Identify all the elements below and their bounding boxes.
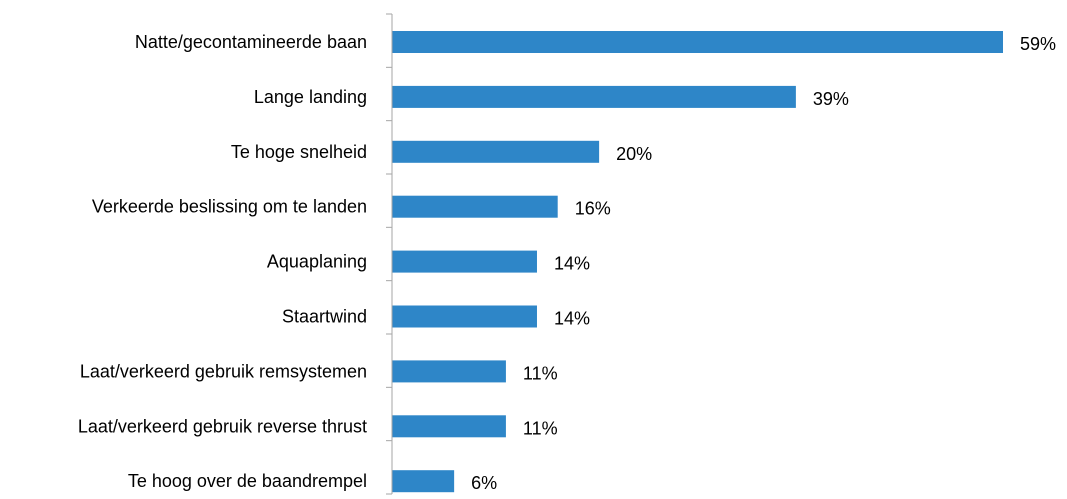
data-label: 6% (471, 473, 497, 493)
category-labels-group: Natte/gecontamineerde baan Lange landing T… (78, 32, 367, 491)
data-label: 14% (554, 254, 590, 274)
bar (392, 85, 796, 108)
category-label: Te hoog over de baandrempel (128, 471, 367, 491)
data-label: 11% (523, 418, 558, 438)
data-label: 59% (1020, 34, 1056, 54)
category-label: Natte/gecontamineerde baan (135, 32, 367, 52)
bar (392, 305, 537, 328)
data-label: 20% (616, 144, 652, 164)
bar (392, 415, 506, 438)
bar (392, 195, 558, 218)
bar (392, 470, 455, 493)
data-label: 14% (554, 309, 590, 329)
category-label: Te hoge snelheid (231, 142, 367, 162)
category-label: Laat/verkeerd gebruik remsystemen (80, 361, 367, 381)
bar (392, 250, 537, 273)
bar (392, 360, 506, 383)
category-label: Aquaplaning (267, 252, 367, 272)
category-label: Staartwind (282, 307, 367, 327)
category-label: Lange landing (254, 87, 367, 107)
bar (392, 140, 600, 163)
category-label: Verkeerde beslissing om te landen (92, 197, 367, 217)
value-labels-group: 59% 39% 20% 16% 14% 14% 11% 11% 6% (471, 34, 1056, 493)
category-label: Laat/verkeerd gebruik reverse thrust (78, 416, 367, 436)
data-label: 11% (523, 363, 558, 383)
data-label: 16% (575, 199, 611, 219)
data-label: 39% (813, 89, 849, 109)
bar (392, 31, 1003, 53)
category-axis (386, 13, 393, 495)
bars-group (392, 31, 1003, 493)
